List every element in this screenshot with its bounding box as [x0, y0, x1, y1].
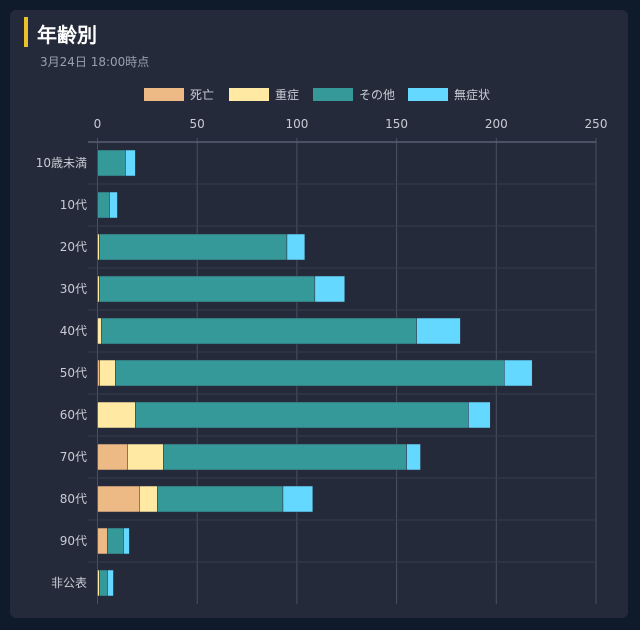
bar-segment-3	[286, 233, 306, 261]
bar-segment-2	[97, 149, 126, 177]
category-label: 10歳未満	[36, 156, 87, 170]
bar-segment-2	[115, 359, 505, 387]
category-label: 40代	[60, 324, 87, 338]
bar-segment-3	[468, 401, 491, 429]
title-accent-bar	[24, 17, 28, 47]
x-tick-label: 100	[285, 117, 308, 131]
bar-segment-1	[139, 485, 158, 513]
bar-segment-3	[123, 527, 130, 555]
x-tick-label: 150	[385, 117, 408, 131]
category-label: 10代	[60, 198, 87, 212]
bar-segment-3	[109, 191, 118, 219]
legend-swatch-0	[144, 88, 184, 101]
legend-swatch-2	[313, 88, 353, 101]
chart-title: 年齢別	[37, 23, 97, 47]
bar-segment-0	[97, 359, 100, 387]
legend-item-0[interactable]: 死亡	[190, 88, 214, 102]
x-tick-label: 0	[94, 117, 102, 131]
bar-segment-3	[314, 275, 346, 303]
category-label: 60代	[60, 408, 87, 422]
bar-segment-3	[416, 317, 461, 345]
bar-segment-1	[97, 401, 136, 429]
bar-segment-0	[97, 485, 140, 513]
bar-segment-2	[99, 275, 316, 303]
bar-segment-2	[163, 443, 407, 471]
category-label: 20代	[60, 240, 87, 254]
bar-segment-2	[99, 233, 288, 261]
bar-segment-3	[282, 485, 314, 513]
bar-segment-2	[135, 401, 469, 429]
category-label: 90代	[60, 534, 87, 548]
category-label: 70代	[60, 450, 87, 464]
bar-segment-2	[157, 485, 284, 513]
bar-segment-1	[97, 569, 100, 597]
bar-segment-2	[107, 527, 124, 555]
legend-item-3[interactable]: 無症状	[454, 87, 490, 102]
x-tick-label: 50	[190, 117, 205, 131]
bar-segment-2	[101, 317, 417, 345]
x-tick-label: 250	[585, 117, 608, 131]
bar-segment-1	[99, 359, 116, 387]
category-label: 30代	[60, 282, 87, 296]
legend-swatch-3	[408, 88, 448, 101]
category-label: 50代	[60, 366, 87, 380]
legend-swatch-1	[229, 88, 269, 101]
bar-segment-1	[97, 233, 100, 261]
bar-segment-3	[504, 359, 533, 387]
bar-segment-2	[97, 191, 110, 219]
x-tick-label: 200	[485, 117, 508, 131]
bar-segment-3	[406, 443, 421, 471]
bar-segment-0	[97, 527, 108, 555]
chart-subtitle: 3月24日 18:00時点	[40, 55, 150, 69]
category-label: 非公表	[51, 576, 87, 590]
legend-item-2[interactable]: その他	[359, 88, 395, 102]
bar-segment-2	[99, 569, 108, 597]
bar-segment-0	[97, 443, 128, 471]
bar-segment-3	[125, 149, 136, 177]
legend-item-1[interactable]: 重症	[275, 87, 299, 102]
chart-card: 年齢別 3月24日 18:00時点	[10, 10, 628, 618]
bar-segment-3	[107, 569, 114, 597]
bar-segment-1	[97, 317, 102, 345]
category-label: 80代	[60, 492, 87, 506]
bar-segment-1	[97, 275, 100, 303]
bar-segment-1	[127, 443, 164, 471]
